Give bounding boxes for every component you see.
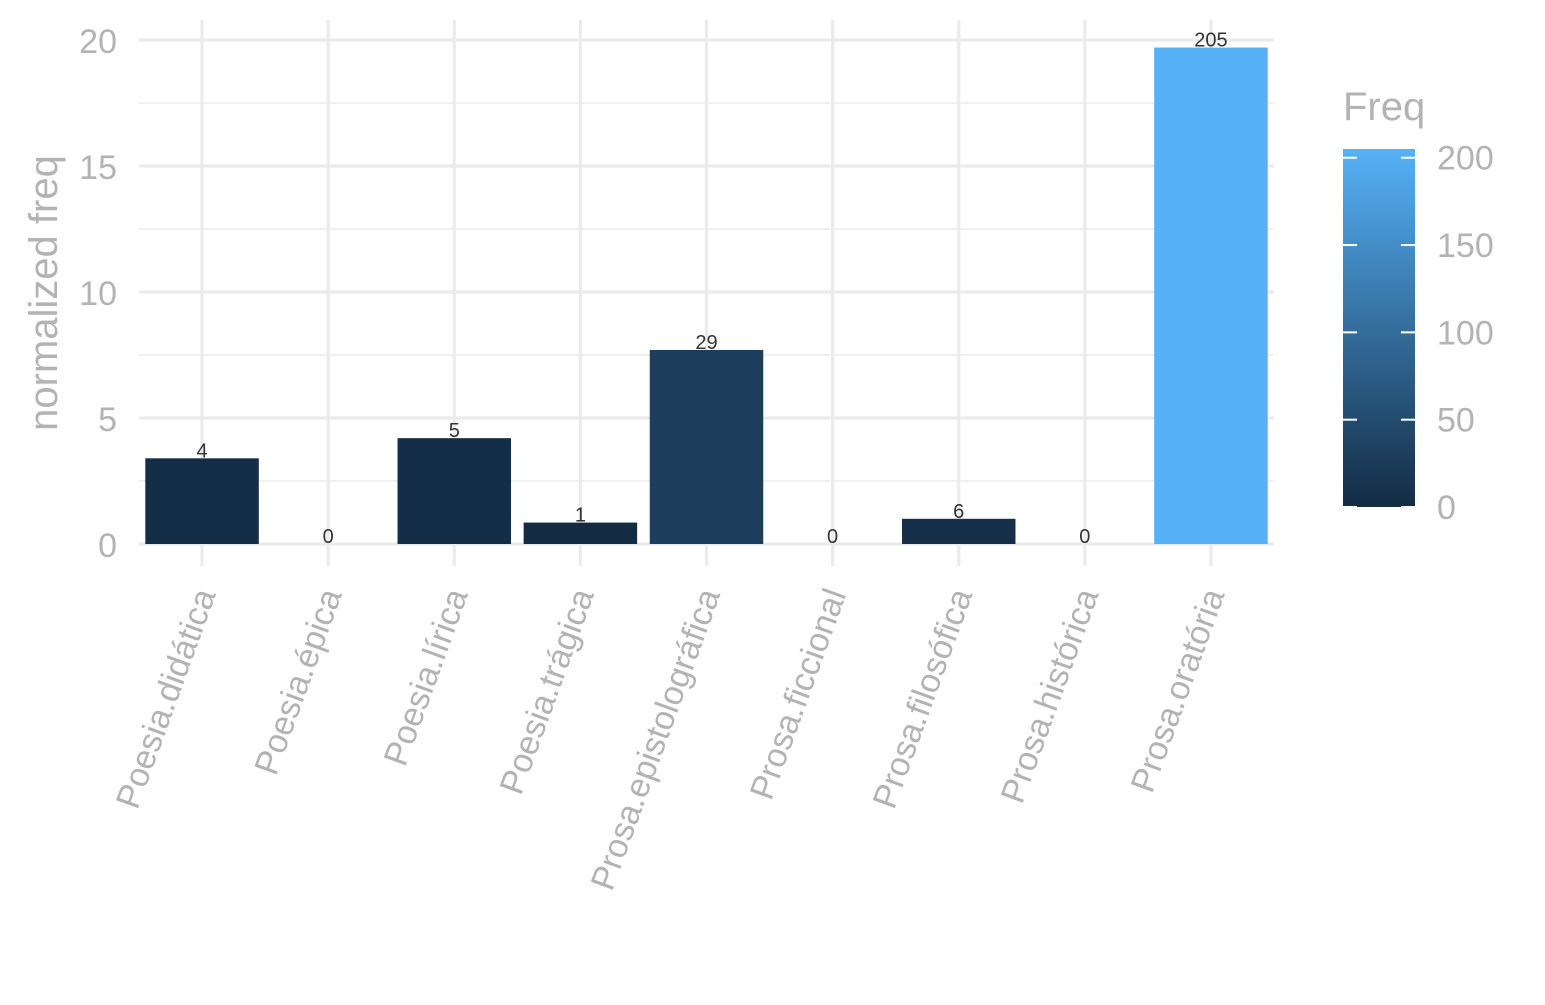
legend-colorbar (1343, 149, 1415, 507)
bar (397, 438, 512, 544)
x-tick-label: Prosa.epistolográfica (584, 584, 728, 895)
y-tick-label: 15 (79, 149, 117, 187)
legend-title: Freq (1343, 85, 1425, 129)
x-tick-label: Prosa.filosófica (866, 584, 981, 814)
x-tick-label: Prosa.histórica (994, 584, 1107, 808)
legend-tick-label: 200 (1437, 140, 1494, 178)
y-tick-label: 10 (79, 275, 117, 313)
y-tick-label: 5 (98, 401, 117, 439)
data-label: 0 (1079, 526, 1090, 548)
y-tick-label: 20 (79, 23, 117, 61)
data-labels: 4 0 5 1 29 0 6 0 205 (196, 30, 1227, 548)
legend-tick-label: 50 (1437, 402, 1475, 440)
x-tick-label: Poesia.épica (247, 584, 349, 780)
legend-tick-label: 0 (1437, 489, 1456, 527)
legend-ticks: 0 50 100 150 200 (1343, 140, 1494, 527)
data-label: 1 (575, 505, 586, 527)
data-label: 5 (449, 420, 460, 442)
legend-tick-label: 100 (1437, 314, 1494, 352)
bar (649, 349, 764, 544)
legend: Freq 0 50 100 150 200 (1343, 85, 1494, 527)
bar (523, 522, 638, 544)
bars (145, 47, 1268, 545)
data-label: 0 (827, 526, 838, 548)
y-axis-title: normalized freq (22, 155, 66, 431)
bar (145, 458, 259, 544)
x-tick-label: Poesia.trágica (493, 584, 602, 800)
legend-tick-label: 150 (1437, 227, 1494, 265)
data-label: 4 (196, 440, 207, 462)
bar (901, 518, 1016, 544)
bar (1154, 47, 1268, 545)
data-label: 29 (695, 332, 717, 354)
data-label: 205 (1194, 30, 1227, 52)
data-label: 0 (323, 526, 334, 548)
x-tick-label: Poesia.lírica (377, 584, 476, 771)
x-tick-label: Prosa.oratória (1124, 584, 1233, 798)
x-tick-label: Poesia.didática (109, 584, 224, 814)
x-tick-label: Prosa.ficcional (743, 584, 854, 805)
data-label: 6 (953, 501, 964, 523)
y-tick-label: 0 (98, 527, 117, 565)
